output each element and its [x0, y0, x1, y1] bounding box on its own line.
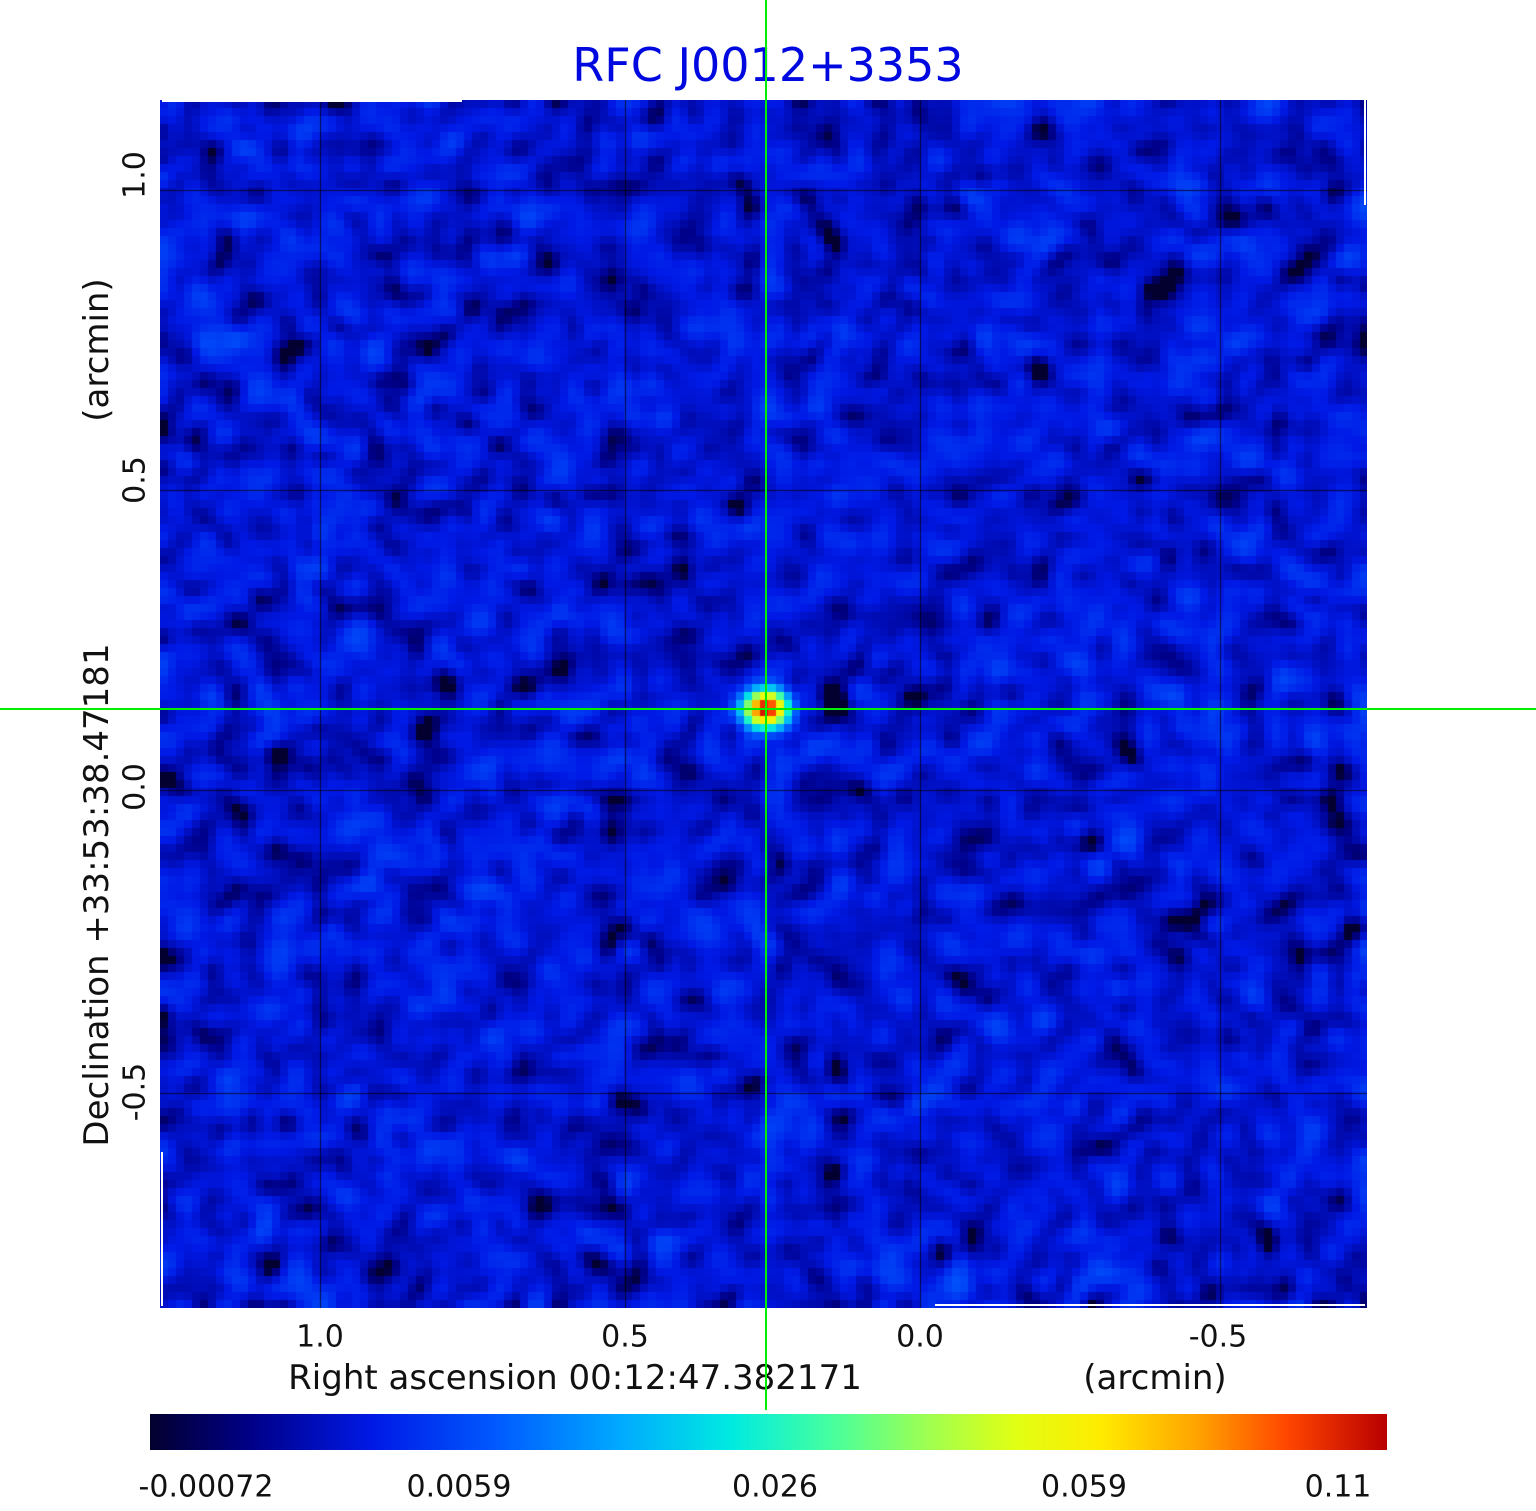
colorbar-canvas	[150, 1414, 1387, 1450]
y-tick-1: 1.0	[117, 151, 153, 199]
colorbar-tick-5: 0.11	[1304, 1469, 1372, 1505]
colorbar-tick-1: -0.00072	[138, 1469, 274, 1505]
y-tick-2: 0.5	[117, 456, 153, 504]
crosshair-vertical-line	[765, 0, 767, 1410]
colorbar-tick-3: 0.026	[732, 1469, 818, 1505]
colorbar-tick-2: 0.0059	[406, 1469, 512, 1505]
sky-map-canvas	[160, 100, 1367, 1308]
y-axis-label: Declination +33:53:38.47181	[77, 643, 117, 1147]
plot-title: RFC J0012+3353	[572, 38, 964, 92]
x-tick-2: 0.5	[601, 1319, 649, 1355]
crosshair-horizontal-line	[0, 708, 1536, 710]
y-axis-unit-label: (arcmin)	[77, 278, 117, 422]
frame-artifact-left	[161, 1152, 163, 1306]
y-tick-3: 0.0	[117, 763, 153, 811]
x-tick-1: 1.0	[296, 1319, 344, 1355]
x-tick-3: 0.0	[896, 1319, 944, 1355]
x-axis-unit-label: (arcmin)	[1083, 1358, 1227, 1398]
colorbar	[150, 1414, 1387, 1450]
frame-artifact-bottom	[935, 1304, 1365, 1306]
sky-map	[160, 100, 1367, 1308]
colorbar-tick-4: 0.059	[1041, 1469, 1127, 1505]
frame-artifact-right	[1364, 100, 1366, 205]
y-tick-4: -0.5	[117, 1062, 153, 1122]
x-tick-4: -0.5	[1188, 1319, 1248, 1355]
frame-artifact-top	[162, 100, 462, 102]
x-axis-label: Right ascension 00:12:47.382171	[288, 1358, 862, 1398]
